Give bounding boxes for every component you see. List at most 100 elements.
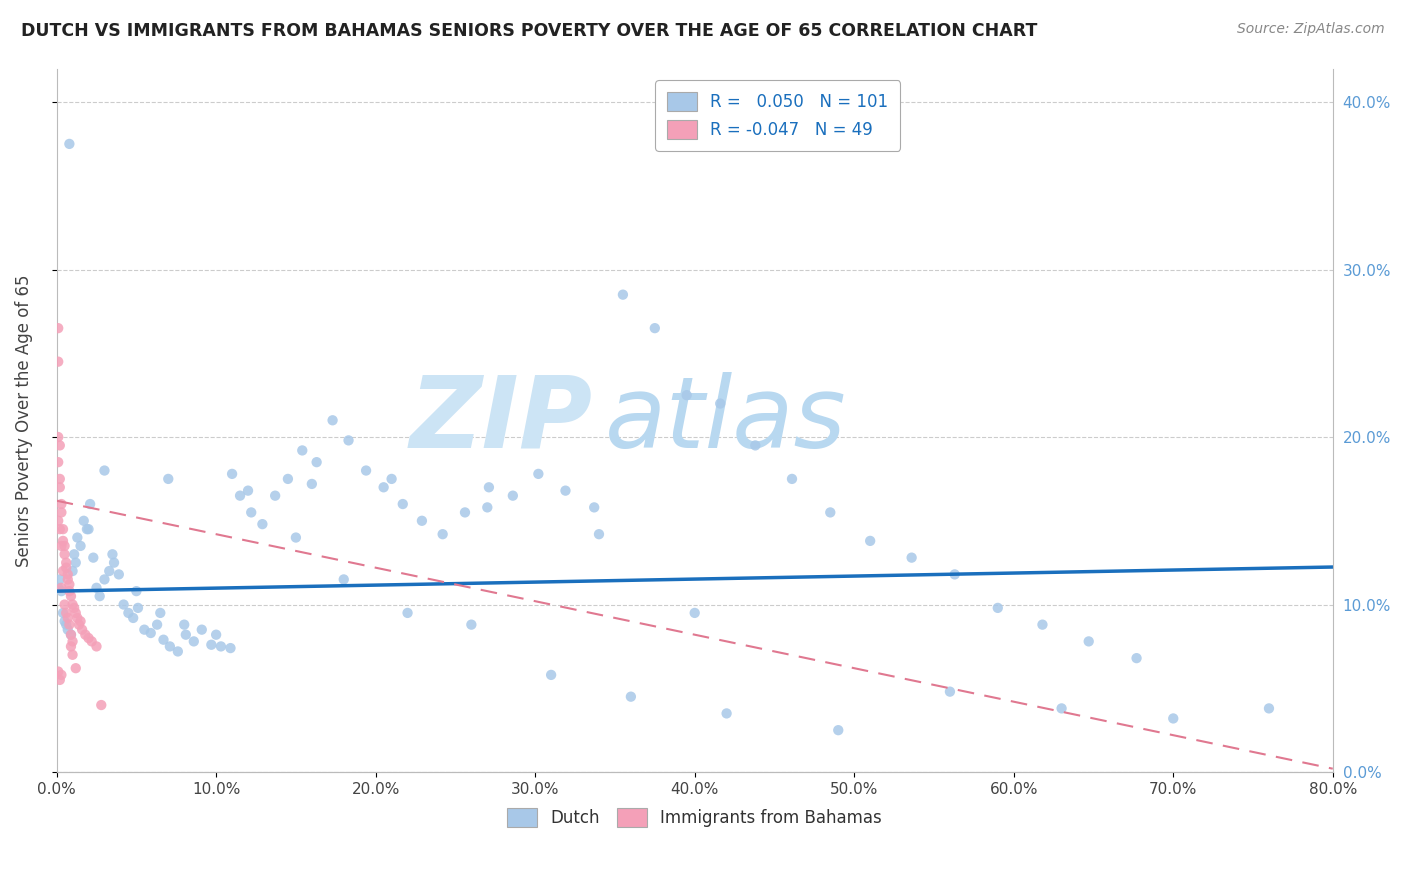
Point — [67, 617, 90, 632]
Point — [89, 589, 111, 603]
Text: Source: ZipAtlas.com: Source: ZipAtlas.com — [1237, 22, 1385, 37]
Text: atlas: atlas — [606, 372, 846, 469]
Point — [101, 547, 124, 561]
Point — [396, 606, 419, 620]
Point — [59, 640, 82, 654]
Point — [55, 560, 77, 574]
Point — [77, 631, 100, 645]
Point — [62, 564, 84, 578]
Point — [284, 531, 307, 545]
Point — [1077, 634, 1099, 648]
Point — [391, 497, 413, 511]
Point — [49, 472, 72, 486]
Point — [49, 673, 72, 687]
Point — [540, 668, 562, 682]
Point — [1258, 701, 1281, 715]
Point — [55, 617, 77, 632]
Point — [46, 321, 69, 335]
Point — [55, 606, 77, 620]
Point — [1161, 711, 1184, 725]
Point — [53, 539, 76, 553]
Point — [146, 617, 169, 632]
Point — [209, 640, 232, 654]
Point — [52, 522, 75, 536]
Point — [73, 514, 96, 528]
Point — [58, 617, 80, 632]
Point — [51, 497, 73, 511]
Point — [59, 589, 82, 603]
Point — [51, 581, 73, 595]
Point — [55, 556, 77, 570]
Point — [46, 354, 69, 368]
Point — [460, 617, 482, 632]
Point — [65, 661, 87, 675]
Text: DUTCH VS IMMIGRANTS FROM BAHAMAS SENIORS POVERTY OVER THE AGE OF 65 CORRELATION : DUTCH VS IMMIGRANTS FROM BAHAMAS SENIORS… — [21, 22, 1038, 40]
Point — [125, 584, 148, 599]
Point — [827, 723, 849, 738]
Point — [1125, 651, 1147, 665]
Point — [66, 531, 89, 545]
Point — [200, 638, 222, 652]
Legend: Dutch, Immigrants from Bahamas: Dutch, Immigrants from Bahamas — [501, 802, 889, 834]
Point — [381, 472, 404, 486]
Point — [103, 556, 125, 570]
Point — [75, 628, 97, 642]
Point — [820, 505, 842, 519]
Point — [332, 573, 354, 587]
Point — [62, 598, 84, 612]
Point — [46, 665, 69, 679]
Point — [65, 606, 87, 620]
Point — [987, 600, 1010, 615]
Point — [52, 564, 75, 578]
Point — [1050, 701, 1073, 715]
Point — [58, 577, 80, 591]
Point — [583, 500, 606, 515]
Point — [49, 573, 72, 587]
Point — [291, 443, 314, 458]
Point — [53, 598, 76, 612]
Point — [301, 477, 323, 491]
Point — [80, 634, 103, 648]
Point — [264, 489, 287, 503]
Point — [46, 581, 69, 595]
Point — [149, 606, 172, 620]
Point — [744, 438, 766, 452]
Point — [859, 533, 882, 548]
Point — [112, 598, 135, 612]
Point — [502, 489, 524, 503]
Point — [588, 527, 610, 541]
Point — [411, 514, 433, 528]
Point — [51, 539, 73, 553]
Point — [63, 547, 86, 561]
Point — [219, 641, 242, 656]
Point — [86, 581, 108, 595]
Point — [46, 514, 69, 528]
Point — [69, 539, 91, 553]
Point — [56, 611, 79, 625]
Point — [69, 615, 91, 629]
Point — [478, 480, 501, 494]
Point — [454, 505, 477, 519]
Point — [183, 634, 205, 648]
Point — [554, 483, 576, 498]
Point — [59, 628, 82, 642]
Point — [221, 467, 243, 481]
Point — [432, 527, 454, 541]
Point — [252, 517, 274, 532]
Point — [53, 547, 76, 561]
Point — [56, 567, 79, 582]
Point — [51, 505, 73, 519]
Point — [56, 623, 79, 637]
Point — [90, 698, 112, 712]
Point — [56, 573, 79, 587]
Point — [63, 600, 86, 615]
Point — [62, 648, 84, 662]
Point — [65, 556, 87, 570]
Point — [157, 472, 180, 486]
Point — [46, 430, 69, 444]
Point — [166, 644, 188, 658]
Point — [337, 434, 360, 448]
Point — [49, 480, 72, 494]
Point — [939, 684, 962, 698]
Point — [51, 668, 73, 682]
